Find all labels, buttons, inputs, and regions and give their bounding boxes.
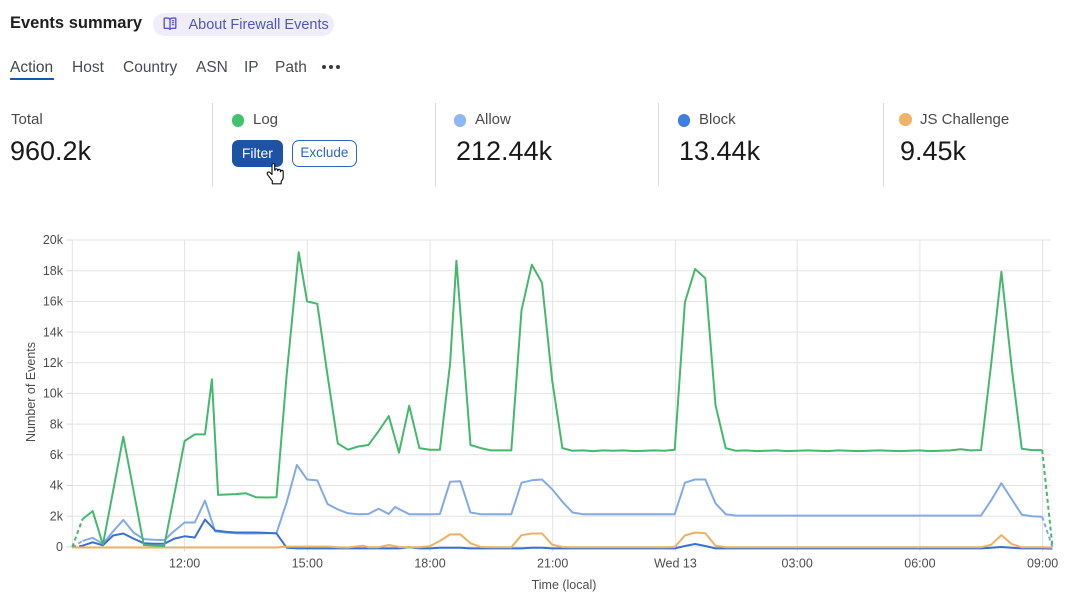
svg-text:21:00: 21:00 bbox=[537, 557, 568, 571]
svg-text:10k: 10k bbox=[43, 387, 64, 401]
svg-text:8k: 8k bbox=[50, 417, 64, 431]
svg-text:20k: 20k bbox=[43, 233, 64, 247]
svg-text:6k: 6k bbox=[50, 448, 64, 462]
svg-text:0: 0 bbox=[56, 540, 63, 554]
svg-text:2k: 2k bbox=[50, 509, 64, 523]
svg-text:Number of Events: Number of Events bbox=[24, 342, 38, 442]
svg-text:4k: 4k bbox=[50, 479, 64, 493]
svg-text:03:00: 03:00 bbox=[782, 557, 813, 571]
svg-text:18:00: 18:00 bbox=[414, 557, 445, 571]
svg-text:16k: 16k bbox=[43, 295, 64, 309]
svg-text:12:00: 12:00 bbox=[169, 557, 200, 571]
svg-text:18k: 18k bbox=[43, 264, 64, 278]
svg-text:09:00: 09:00 bbox=[1027, 557, 1058, 571]
svg-text:12k: 12k bbox=[43, 356, 64, 370]
svg-text:Time (local): Time (local) bbox=[532, 578, 597, 592]
svg-text:14k: 14k bbox=[43, 325, 64, 339]
svg-text:Wed 13: Wed 13 bbox=[654, 557, 697, 571]
svg-text:15:00: 15:00 bbox=[292, 557, 323, 571]
svg-text:06:00: 06:00 bbox=[904, 557, 935, 571]
